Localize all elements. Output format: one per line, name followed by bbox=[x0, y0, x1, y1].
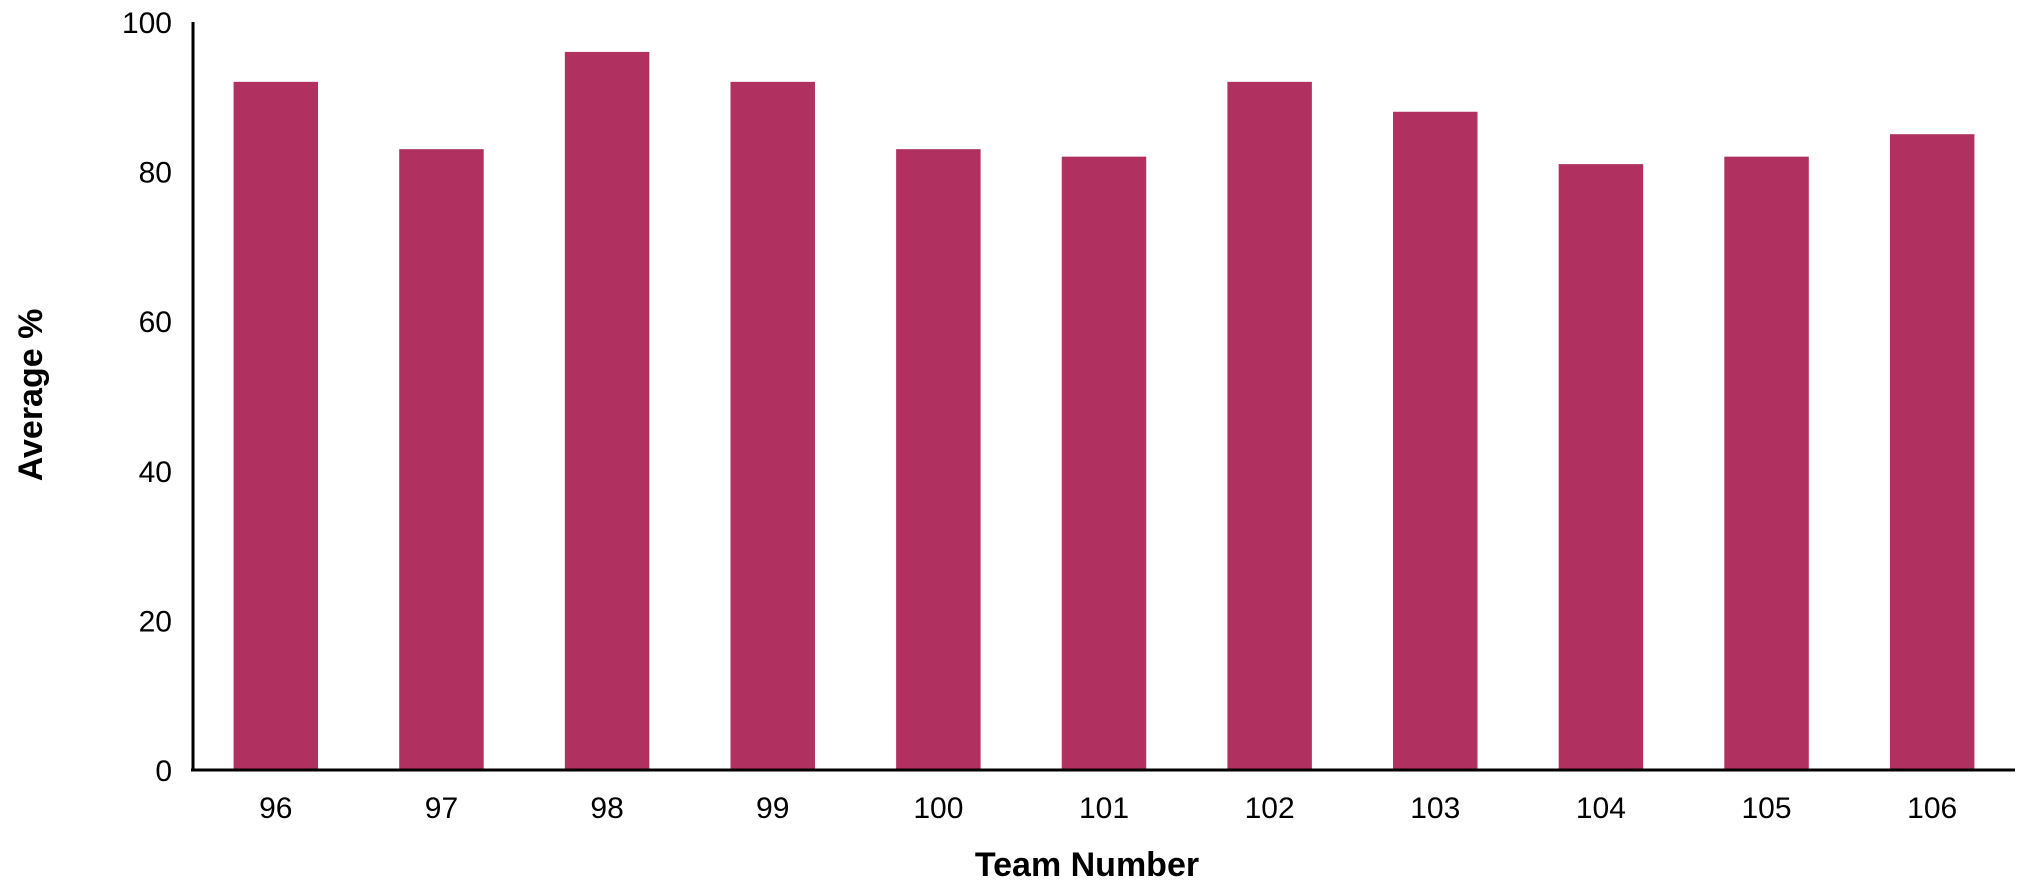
x-tick-label-102: 102 bbox=[1245, 792, 1295, 825]
x-tick-label-104: 104 bbox=[1576, 792, 1626, 825]
bar-team-105 bbox=[1724, 156, 1809, 770]
x-tick-label-100: 100 bbox=[913, 792, 963, 825]
bar-team-101 bbox=[1061, 156, 1147, 770]
x-tick-label-99: 99 bbox=[756, 792, 789, 825]
y-tick-label-60: 60 bbox=[139, 306, 172, 339]
bar-team-96 bbox=[233, 81, 319, 771]
y-axis-title: Average % bbox=[12, 309, 50, 482]
bar-team-97 bbox=[399, 149, 484, 770]
x-tick-label-106: 106 bbox=[1907, 792, 1957, 825]
y-tick-label-40: 40 bbox=[139, 456, 172, 489]
x-tick-label-97: 97 bbox=[425, 792, 458, 825]
bar-team-104 bbox=[1558, 164, 1644, 770]
x-tick-label-105: 105 bbox=[1742, 792, 1792, 825]
y-tick-label-100: 100 bbox=[122, 7, 172, 40]
bars-group bbox=[233, 51, 1975, 771]
y-tick-labels: 0 20 40 60 80 100 bbox=[122, 7, 172, 788]
bar-team-103 bbox=[1393, 111, 1478, 770]
bar-team-99 bbox=[730, 81, 815, 771]
y-tick-label-80: 80 bbox=[139, 157, 172, 190]
x-tick-label-103: 103 bbox=[1410, 792, 1460, 825]
bar-team-102 bbox=[1227, 81, 1312, 771]
x-axis-title: Team Number bbox=[975, 846, 1199, 881]
x-tick-label-98: 98 bbox=[590, 792, 623, 825]
y-tick-label-20: 20 bbox=[139, 605, 172, 638]
bar-team-100 bbox=[896, 149, 981, 770]
bar-team-98 bbox=[564, 51, 650, 771]
y-tick-label-0: 0 bbox=[155, 755, 172, 788]
x-tick-label-96: 96 bbox=[259, 792, 292, 825]
x-tick-labels: 96 97 98 99 100 101 102 103 104 105 106 bbox=[259, 792, 1957, 825]
bar-team-106 bbox=[1889, 134, 1975, 770]
x-tick-label-101: 101 bbox=[1079, 792, 1129, 825]
